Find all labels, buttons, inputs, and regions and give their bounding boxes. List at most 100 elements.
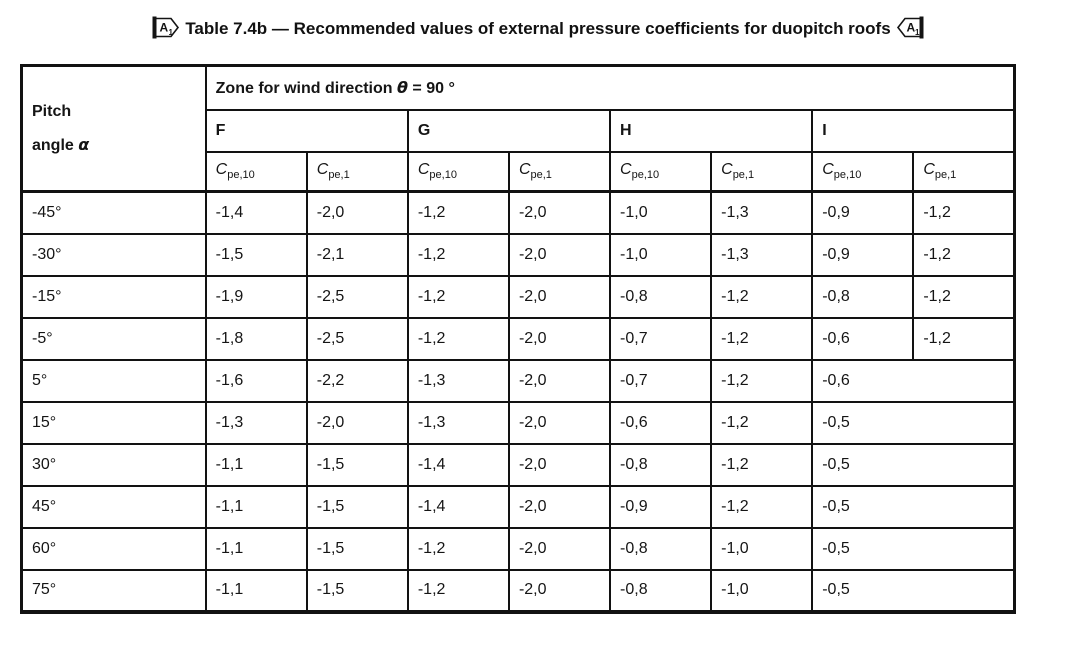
value-cell: -1,3 [710,190,814,235]
value-cell: -1,2 [912,274,1016,319]
pitch-angle-cell: 15° [20,400,207,445]
value-cell: -1,2 [710,400,814,445]
value-cell: -2,0 [507,316,612,361]
value-cell: -2,0 [507,358,612,403]
value-cell: -2,0 [305,190,409,235]
value-cell: -1,5 [305,568,409,613]
value-cell: -0,9 [609,484,713,529]
value-cell: -1,2 [912,232,1016,277]
value-cell: -1,2 [406,274,510,319]
value-cell: -0,8 [609,526,713,571]
pitch-angle-cell: -30° [20,232,207,277]
table-row: 60° -1,1 -1,5 -1,2 -2,0 -0,8 -1,0 -0,5 [20,526,1016,571]
zone-direction-header-cell: Zone for wind direction θ = 90 ° [204,64,1016,111]
value-cell: -2,0 [507,484,612,529]
coef-header-f-cpe10: Cpe,10 [204,150,308,193]
table-row: 75° -1,1 -1,5 -1,2 -2,0 -0,8 -1,0 -0,5 [20,568,1016,613]
theta-symbol: θ [396,77,408,97]
value-cell-merged: -0,5 [811,526,1016,571]
coef-header-i-cpe10: Cpe,10 [811,150,915,193]
header-row-coefficients: Cpe,10 Cpe,1 Cpe,10 Cpe,1 Cpe,10 Cpe,1 C… [22,150,1016,193]
value-cell: -1,0 [710,526,814,571]
table-row: -5° -1,8 -2,5 -1,2 -2,0 -0,7 -1,2 -0,6 -… [20,316,1016,361]
value-cell: -0,7 [609,358,713,403]
value-cell: -1,2 [406,526,510,571]
value-cell: -1,3 [406,358,510,403]
zone-g-header: G [406,108,612,153]
svg-text:1: 1 [169,28,174,37]
value-cell: -2,0 [507,442,612,487]
svg-text:1: 1 [915,28,920,37]
value-cell: -1,4 [406,442,510,487]
svg-text:A: A [906,21,915,35]
table-caption-text: Table 7.4b — Recommended values of exter… [185,19,891,38]
value-cell: -1,1 [204,442,308,487]
pitch-header-line1: Pitch [32,102,72,120]
zone-i-header: I [811,108,1016,153]
value-cell: -1,2 [710,274,814,319]
alpha-symbol: α [78,134,90,154]
pitch-header-line2: angle α [32,134,90,154]
value-cell-merged: -0,5 [811,442,1016,487]
coef-header-g-cpe10: Cpe,10 [406,150,510,193]
value-cell: -1,1 [204,484,308,529]
value-cell: -2,0 [305,400,409,445]
zone-f-header: F [204,108,409,153]
value-cell: -2,0 [507,232,612,277]
value-cell: -1,5 [305,484,409,529]
coef-header-h-cpe1: Cpe,1 [710,150,814,193]
pitch-angle-cell: -45° [20,190,207,235]
value-cell: -0,9 [811,232,915,277]
value-cell: -1,0 [609,232,713,277]
value-cell-merged: -0,5 [811,484,1016,529]
value-cell: -1,2 [710,484,814,529]
value-cell: -0,8 [609,442,713,487]
value-cell: -1,2 [710,316,814,361]
value-cell: -1,2 [710,358,814,403]
svg-text:A: A [160,21,169,35]
value-cell: -1,5 [204,232,308,277]
pitch-angle-cell: 45° [20,484,207,529]
value-cell: -1,2 [912,190,1016,235]
table-caption: A 1 Table 7.4b — Recommended values of e… [0,16,1076,39]
value-cell: -0,6 [811,316,915,361]
value-cell: -1,3 [406,400,510,445]
value-cell: -1,9 [204,274,308,319]
value-cell: -1,2 [710,442,814,487]
coef-header-h-cpe10: Cpe,10 [609,150,713,193]
table-row: -30° -1,5 -2,1 -1,2 -2,0 -1,0 -1,3 -0,9 … [20,232,1016,277]
pitch-angle-header-cell: Pitch angle α [20,64,207,193]
value-cell: -1,1 [204,568,308,613]
table-row: 30° -1,1 -1,5 -1,4 -2,0 -0,8 -1,2 -0,5 [20,442,1016,487]
header-row-zone: Pitch angle α Zone for wind direction θ … [20,64,1016,193]
amendment-open-icon: A 1 [152,16,180,39]
pressure-coefficients-table: Pitch angle α Zone for wind direction θ … [20,64,1016,614]
table-row: -45° -1,4 -2,0 -1,2 -2,0 -1,0 -1,3 -0,9 … [20,190,1016,235]
value-cell: -0,7 [609,316,713,361]
pitch-angle-cell: 5° [20,358,207,403]
value-cell: -1,2 [406,232,510,277]
pitch-angle-cell: -15° [20,274,207,319]
value-cell: -1,1 [204,526,308,571]
pitch-angle-cell: -5° [20,316,207,361]
pitch-angle-cell: 75° [20,568,207,613]
table-container: Pitch angle α Zone for wind direction θ … [20,64,1016,614]
value-cell: -1,2 [912,316,1016,361]
value-cell: -1,2 [406,568,510,613]
value-cell-merged: -0,6 [811,358,1016,403]
value-cell: -1,2 [406,190,510,235]
value-cell: -1,5 [305,442,409,487]
value-cell: -0,8 [609,274,713,319]
value-cell: -0,9 [811,190,915,235]
value-cell: -2,0 [507,526,612,571]
value-cell: -0,8 [811,274,915,319]
amendment-close-icon: A 1 [896,16,924,39]
table-row: -15° -1,9 -2,5 -1,2 -2,0 -0,8 -1,2 -0,8 … [20,274,1016,319]
header-row-zone-letters: F G H I [22,108,1016,153]
value-cell: -2,0 [507,190,612,235]
value-cell: -2,5 [305,316,409,361]
value-cell: -1,0 [609,190,713,235]
table-row: 5° -1,6 -2,2 -1,3 -2,0 -0,7 -1,2 -0,6 [20,358,1016,403]
value-cell: -2,2 [305,358,409,403]
